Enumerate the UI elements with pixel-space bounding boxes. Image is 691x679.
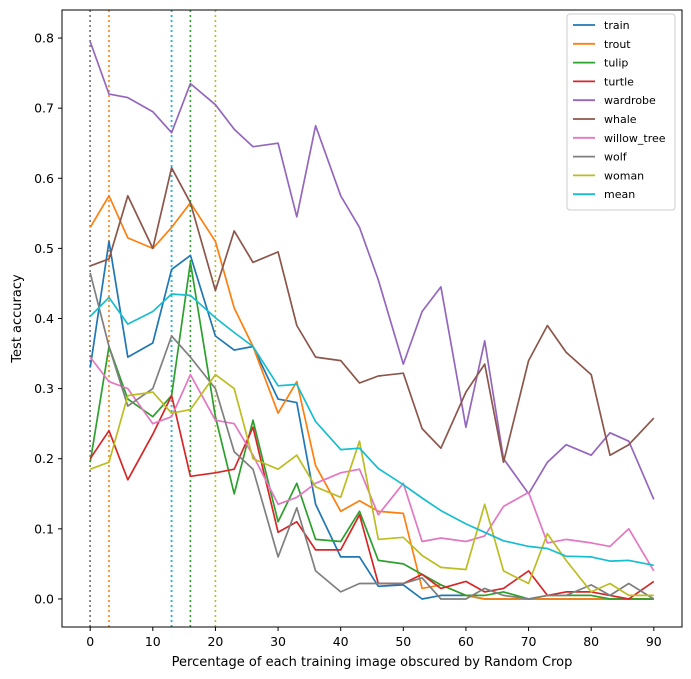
- legend-label-woman: woman: [604, 169, 644, 182]
- series-line-mean: [89, 293, 654, 567]
- x-axis-ticks: 0 10 20 30 40 50 60 70 80 90: [86, 627, 662, 649]
- series-line-turtle: [89, 394, 655, 600]
- legend-label-wardrobe: wardrobe: [604, 94, 656, 107]
- x-axis-label: Percentage of each training image obscur…: [172, 655, 573, 670]
- x-tick-label: 0: [86, 634, 94, 649]
- legend-label-tulip: tulip: [604, 57, 628, 70]
- y-tick-label: 0.5: [34, 241, 54, 256]
- series-line-woman: [89, 373, 654, 597]
- legend-label-wolf: wolf: [604, 151, 628, 164]
- y-tick-label: 0.4: [34, 311, 54, 326]
- x-tick-label: 50: [395, 634, 411, 649]
- y-tick-label: 0.6: [34, 171, 54, 186]
- y-tick-label: 0.7: [34, 101, 54, 116]
- series-line-whale: [89, 166, 655, 464]
- x-tick-label: 20: [207, 634, 223, 649]
- legend-label-willow-tree: willow_tree: [604, 132, 666, 145]
- series-line-wolf: [89, 272, 655, 600]
- y-tick-label: 0.0: [34, 591, 54, 606]
- x-tick-label: 10: [145, 634, 161, 649]
- x-tick-label: 40: [333, 634, 349, 649]
- y-tick-label: 0.8: [34, 31, 54, 46]
- y-tick-label: 0.2: [34, 451, 54, 466]
- x-tick-label: 60: [458, 634, 474, 649]
- x-tick-label: 90: [646, 634, 662, 649]
- series-line-wardrobe: [89, 41, 655, 500]
- series-lines: [89, 41, 655, 600]
- x-tick-label: 80: [583, 634, 599, 649]
- legend: train trout tulip turtle wardrobe whale willow…: [566, 13, 676, 211]
- x-tick-label: 70: [521, 634, 537, 649]
- legend-label-whale: whale: [604, 113, 637, 126]
- y-tick-label: 0.1: [34, 521, 54, 536]
- legend-label-turtle: turtle: [604, 75, 634, 88]
- legend-label-trout: trout: [604, 38, 631, 51]
- x-tick-label: 30: [270, 634, 286, 649]
- legend-label-train: train: [604, 19, 630, 32]
- y-axis-ticks: 0.0 0.1 0.2 0.3 0.4 0.5 0.6 0.7 0.8: [34, 31, 62, 606]
- series-line-trout: [89, 194, 654, 600]
- y-axis-label: Test accuracy: [10, 274, 25, 364]
- y-tick-label: 0.3: [34, 381, 54, 396]
- legend-label-mean: mean: [604, 188, 635, 201]
